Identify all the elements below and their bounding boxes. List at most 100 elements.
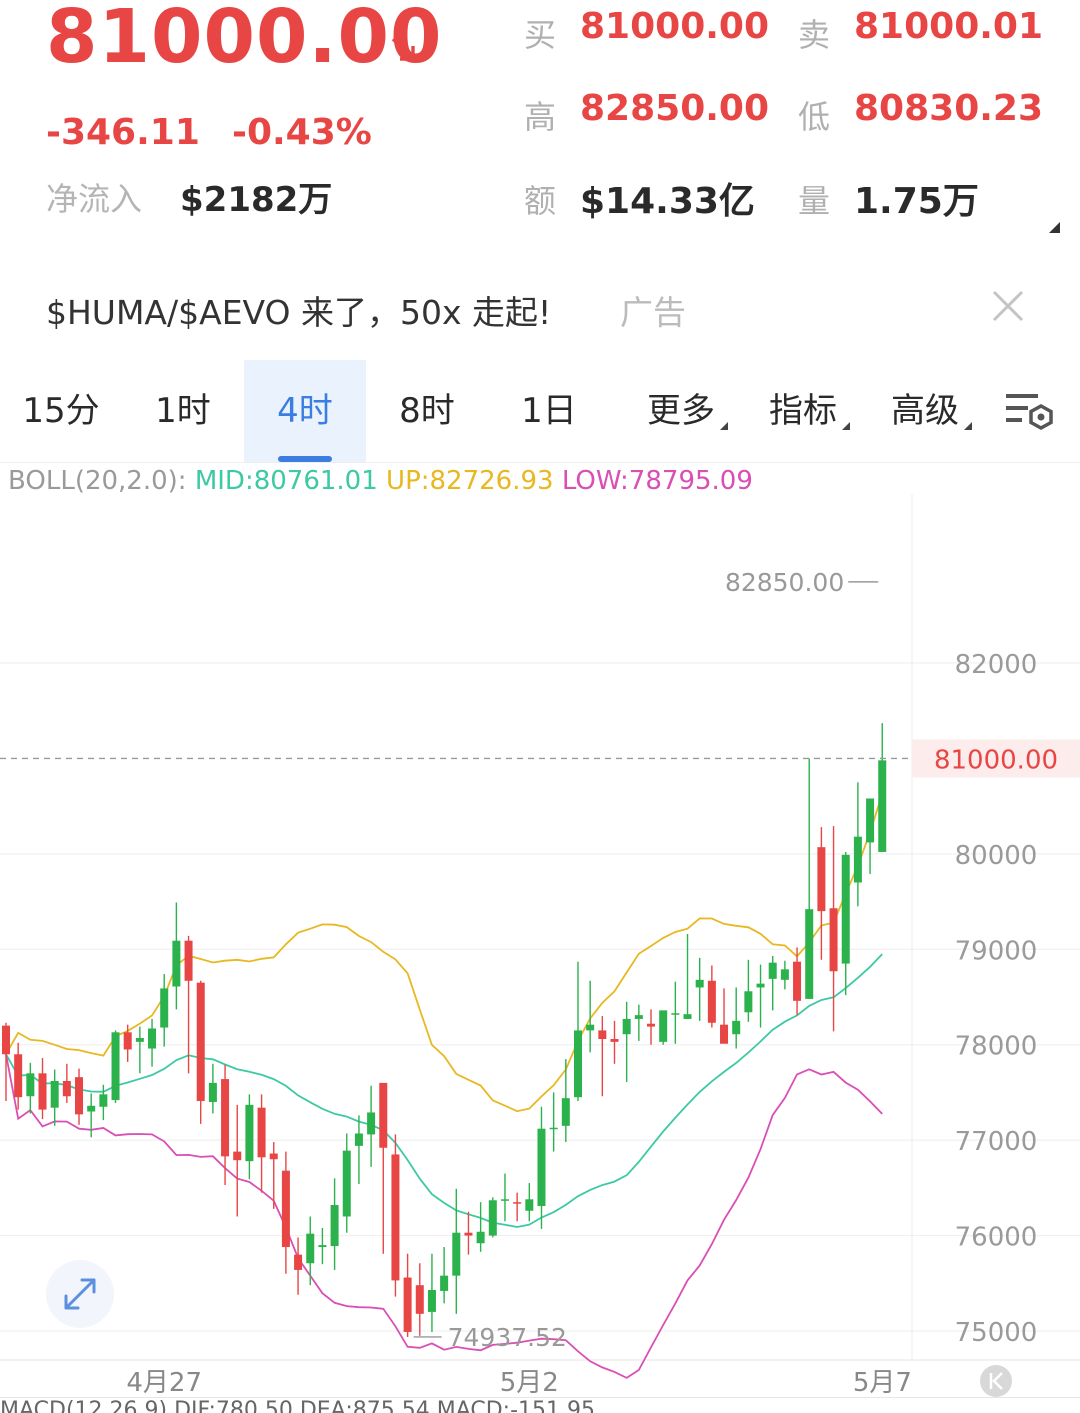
candle-body (622, 1018, 631, 1035)
chart-settings-icon[interactable] (1004, 392, 1056, 432)
candle (172, 902, 181, 1010)
y-tick-label: 79000 (955, 936, 1038, 966)
candle (598, 1016, 607, 1097)
ad-banner-text[interactable]: $HUMA/$AEVO 来了，50x 走起! (46, 293, 552, 332)
candle (878, 723, 887, 852)
y-tick-label: 75000 (955, 1318, 1038, 1348)
candle (135, 1026, 144, 1074)
candle-body (586, 1024, 595, 1031)
candle-body (135, 1038, 144, 1042)
candle (257, 1094, 266, 1193)
ask-label: 卖 (798, 16, 831, 54)
tab-indicators[interactable]: 指标 (742, 360, 864, 462)
high-price: 82850.00 (580, 88, 770, 129)
candle-body (720, 1024, 729, 1044)
candle-body (196, 982, 205, 1102)
candle-body (610, 1038, 619, 1042)
candle (525, 1183, 534, 1222)
candle-body (172, 940, 181, 987)
fullscreen-arrows (64, 1278, 96, 1310)
dropdown-icon (842, 422, 850, 430)
boll-upper-line (5, 793, 884, 1113)
candle (647, 1009, 656, 1045)
candle (793, 947, 802, 1016)
candle (38, 1058, 47, 1120)
candle-body (330, 1205, 339, 1247)
candle-body (744, 991, 753, 1013)
tab-advanced[interactable]: 高级 (864, 360, 986, 462)
x-tick-label: 5月2 (500, 1368, 559, 1398)
candle-body (573, 1030, 582, 1098)
boll-lower-line (5, 1054, 883, 1379)
candle (549, 1092, 558, 1152)
kline-chart[interactable]: 82000 80000 79000 78000 77000 76000 75000 4月27 5… (0, 494, 1080, 1398)
candle-body (464, 1232, 473, 1236)
tab-1d[interactable]: 1日 (488, 360, 610, 462)
candle-body (598, 1030, 607, 1039)
fullscreen-icon[interactable] (46, 1260, 114, 1328)
candle-body (221, 1079, 230, 1157)
jump-button-bg (980, 1365, 1012, 1397)
tab-label: 4时 (277, 391, 333, 431)
candle (853, 782, 862, 907)
candle (99, 1084, 108, 1121)
price-change: -346.11 (46, 112, 200, 153)
candle (440, 1247, 449, 1304)
jump-to-latest-icon[interactable] (980, 1365, 1012, 1397)
candle (720, 988, 729, 1044)
candle-body (14, 1054, 23, 1098)
min-price-label: 74937.52 (448, 1323, 567, 1352)
candle-body (647, 1023, 656, 1027)
candle (123, 1024, 132, 1062)
candle-body (561, 1098, 570, 1126)
candle (610, 1020, 619, 1064)
candle-body (780, 969, 789, 980)
current-price-label: 81000.00 (934, 745, 1058, 775)
ad-label: 广告 (620, 293, 686, 332)
candle (671, 981, 680, 1044)
candle (62, 1063, 71, 1103)
candle (768, 955, 777, 1011)
candle-body (805, 909, 814, 999)
candle (476, 1202, 485, 1252)
candle-body (367, 1112, 376, 1135)
candle (184, 935, 193, 1074)
arrow-down-right-icon (391, 37, 415, 61)
candle-body (452, 1232, 461, 1276)
tab-4h[interactable]: 4时 (244, 360, 366, 462)
y-tick-label: 78000 (955, 1032, 1038, 1062)
expand-quote-icon[interactable] (1049, 222, 1060, 233)
boll-low: LOW:78795.09 (561, 466, 753, 496)
candle-body (391, 1154, 400, 1281)
candle (50, 1069, 59, 1126)
tab-1h[interactable]: 1时 (122, 360, 244, 462)
x-tick-label: 5月7 (853, 1368, 912, 1398)
candle (281, 1151, 290, 1274)
boll-mid-line (5, 953, 883, 1228)
candle-body (2, 1025, 10, 1055)
candle (513, 1192, 522, 1222)
candle-body (841, 854, 850, 964)
low-label: 低 (798, 98, 831, 136)
candle (732, 987, 741, 1049)
candle-body (476, 1231, 485, 1244)
candle (537, 1106, 546, 1229)
candle-body (75, 1077, 84, 1115)
last-price: 81000.00 (46, 0, 443, 80)
candle-body (245, 1104, 254, 1162)
volume-label: 量 (798, 182, 831, 220)
bid-price: 81000.00 (580, 6, 770, 47)
tab-15m[interactable]: 15分 (0, 360, 122, 462)
candle (379, 1082, 388, 1254)
tab-more[interactable]: 更多 (620, 360, 742, 462)
candle-body (756, 983, 765, 988)
candle (586, 980, 595, 1053)
candle (683, 934, 692, 1019)
close-icon[interactable] (990, 288, 1026, 324)
tab-label: 高级 (891, 391, 959, 431)
candle-body (878, 760, 887, 852)
candle-body (123, 1032, 132, 1050)
tab-8h[interactable]: 8时 (366, 360, 488, 462)
candle (148, 1018, 157, 1067)
divider (0, 462, 1080, 463)
